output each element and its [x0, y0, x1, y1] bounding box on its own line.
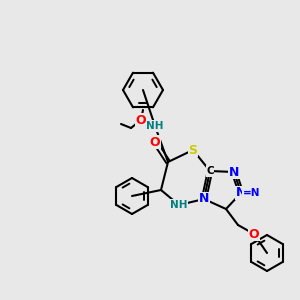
Text: =N: =N — [243, 188, 260, 198]
Text: O: O — [136, 113, 146, 127]
Text: N: N — [236, 187, 246, 200]
Text: O: O — [150, 136, 160, 148]
Text: S: S — [188, 143, 197, 157]
Text: NH: NH — [170, 200, 188, 210]
Text: N: N — [199, 193, 209, 206]
Text: N: N — [229, 166, 239, 178]
Text: O: O — [249, 227, 259, 241]
Text: C: C — [206, 166, 214, 176]
Text: NH: NH — [146, 121, 164, 131]
